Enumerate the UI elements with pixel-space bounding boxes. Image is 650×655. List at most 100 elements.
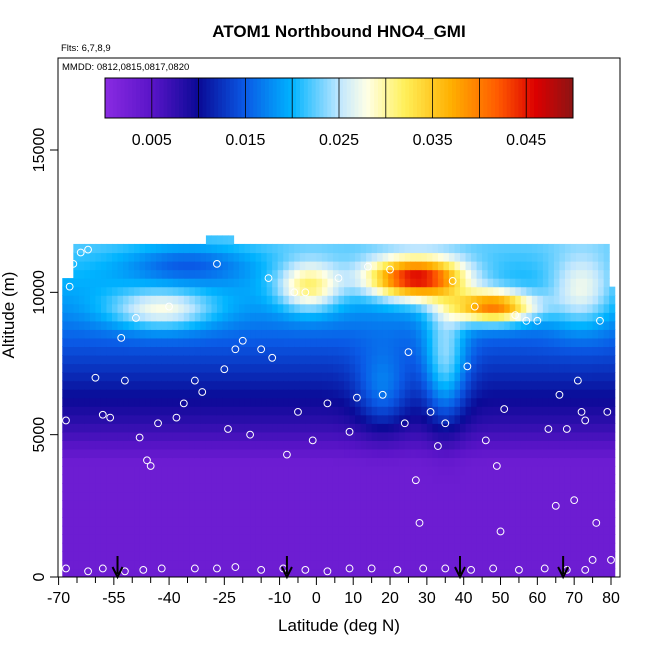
heatmap-cell bbox=[288, 269, 295, 279]
heatmap-cell bbox=[277, 491, 284, 501]
heatmap-cell bbox=[493, 568, 500, 577]
heatmap-cell bbox=[266, 423, 273, 433]
heatmap-cell bbox=[415, 269, 422, 279]
heatmap-cell bbox=[128, 534, 135, 544]
heatmap-cell bbox=[526, 559, 533, 570]
heatmap-cell bbox=[553, 559, 561, 570]
heatmap-cell bbox=[62, 534, 69, 544]
colorbar-segment bbox=[397, 78, 402, 118]
heatmap-cell bbox=[377, 389, 384, 399]
heatmap-cell bbox=[603, 568, 610, 577]
heatmap-cell bbox=[393, 303, 400, 313]
heatmap-cell bbox=[371, 312, 378, 322]
heatmap-cell bbox=[283, 534, 290, 544]
flight-point bbox=[496, 527, 505, 536]
heatmap-cell bbox=[515, 320, 522, 330]
heatmap-cell bbox=[421, 551, 428, 561]
heatmap-cell bbox=[471, 474, 478, 484]
heatmap-cell bbox=[272, 414, 279, 424]
heatmap-cell bbox=[178, 329, 185, 339]
y-tick-label: 15000 bbox=[31, 128, 48, 173]
heatmap-cell bbox=[167, 406, 174, 416]
heatmap-cell bbox=[592, 517, 599, 527]
heatmap-cell bbox=[493, 542, 500, 552]
heatmap-cell bbox=[443, 559, 450, 570]
heatmap-cell bbox=[592, 312, 599, 322]
heatmap-cell bbox=[205, 320, 213, 330]
heatmap-cell bbox=[128, 431, 135, 441]
flight-point bbox=[522, 316, 531, 325]
heatmap-cell bbox=[454, 252, 461, 262]
heatmap-cell bbox=[504, 542, 511, 552]
heatmap-cell bbox=[305, 312, 312, 322]
heatmap-cell bbox=[156, 295, 163, 305]
heatmap-cell bbox=[67, 337, 74, 348]
heatmap-cell bbox=[172, 397, 179, 407]
heatmap-cell bbox=[283, 354, 290, 365]
heatmap-cell bbox=[443, 406, 450, 416]
heatmap-cell bbox=[371, 372, 378, 382]
heatmap-cell bbox=[299, 406, 306, 416]
heatmap-cell bbox=[526, 406, 533, 416]
heatmap-cell bbox=[332, 337, 340, 348]
heatmap-cell bbox=[316, 508, 323, 518]
heatmap-cell bbox=[415, 354, 422, 365]
heatmap-cell bbox=[266, 397, 273, 407]
heatmap-cell bbox=[228, 448, 235, 459]
heatmap-cell bbox=[73, 278, 80, 288]
heatmap-cell bbox=[211, 354, 218, 365]
heatmap-cell bbox=[592, 414, 599, 424]
heatmap-cell bbox=[228, 295, 235, 305]
heatmap-cell bbox=[548, 363, 555, 373]
heatmap-cell bbox=[371, 431, 378, 441]
heatmap-cell bbox=[233, 491, 240, 501]
heatmap-cell bbox=[448, 337, 456, 348]
heatmap-cell bbox=[145, 303, 152, 313]
heatmap-cell bbox=[332, 329, 340, 339]
heatmap-cell bbox=[150, 465, 157, 476]
heatmap-cell bbox=[266, 243, 273, 254]
heatmap-cell bbox=[266, 551, 273, 561]
heatmap-cell bbox=[592, 568, 599, 577]
heatmap-cell bbox=[592, 372, 599, 382]
heatmap-cell bbox=[344, 243, 351, 254]
heatmap-cell bbox=[426, 337, 433, 348]
heatmap-cell bbox=[465, 278, 472, 288]
heatmap-cell bbox=[537, 346, 544, 356]
heatmap-cell bbox=[587, 312, 594, 322]
heatmap-cell bbox=[332, 380, 340, 390]
heatmap-cell bbox=[448, 372, 456, 382]
heatmap-cell bbox=[156, 243, 163, 254]
heatmap-cell bbox=[471, 431, 478, 441]
flight-point bbox=[179, 399, 188, 408]
heatmap-cell bbox=[509, 474, 516, 484]
heatmap-cell bbox=[305, 508, 312, 518]
heatmap-cell bbox=[388, 389, 395, 399]
heatmap-cell bbox=[548, 261, 555, 271]
heatmap-cell bbox=[609, 525, 616, 535]
heatmap-cell bbox=[570, 303, 577, 313]
heatmap-cell bbox=[89, 414, 97, 424]
heatmap-cell bbox=[526, 517, 533, 527]
heatmap-cell bbox=[327, 295, 334, 305]
heatmap-cell bbox=[520, 286, 527, 296]
heatmap-cell bbox=[509, 397, 516, 407]
heatmap-cell bbox=[327, 448, 334, 459]
heatmap-cell bbox=[355, 440, 362, 450]
heatmap-cell bbox=[216, 295, 224, 305]
heatmap-cell bbox=[371, 337, 378, 348]
heatmap-cell bbox=[421, 286, 428, 296]
heatmap-cell bbox=[67, 440, 74, 450]
heatmap-cell bbox=[371, 551, 378, 561]
heatmap-cell bbox=[299, 243, 306, 254]
heatmap-cell bbox=[355, 312, 362, 322]
heatmap-cell bbox=[178, 303, 185, 313]
heatmap-cell bbox=[316, 312, 323, 322]
heatmap-cell bbox=[437, 508, 445, 518]
heatmap-cell bbox=[332, 568, 340, 577]
heatmap-cell bbox=[592, 346, 599, 356]
heatmap-cell bbox=[178, 559, 185, 570]
heatmap-cell bbox=[167, 457, 174, 467]
heatmap-cell bbox=[520, 568, 527, 577]
